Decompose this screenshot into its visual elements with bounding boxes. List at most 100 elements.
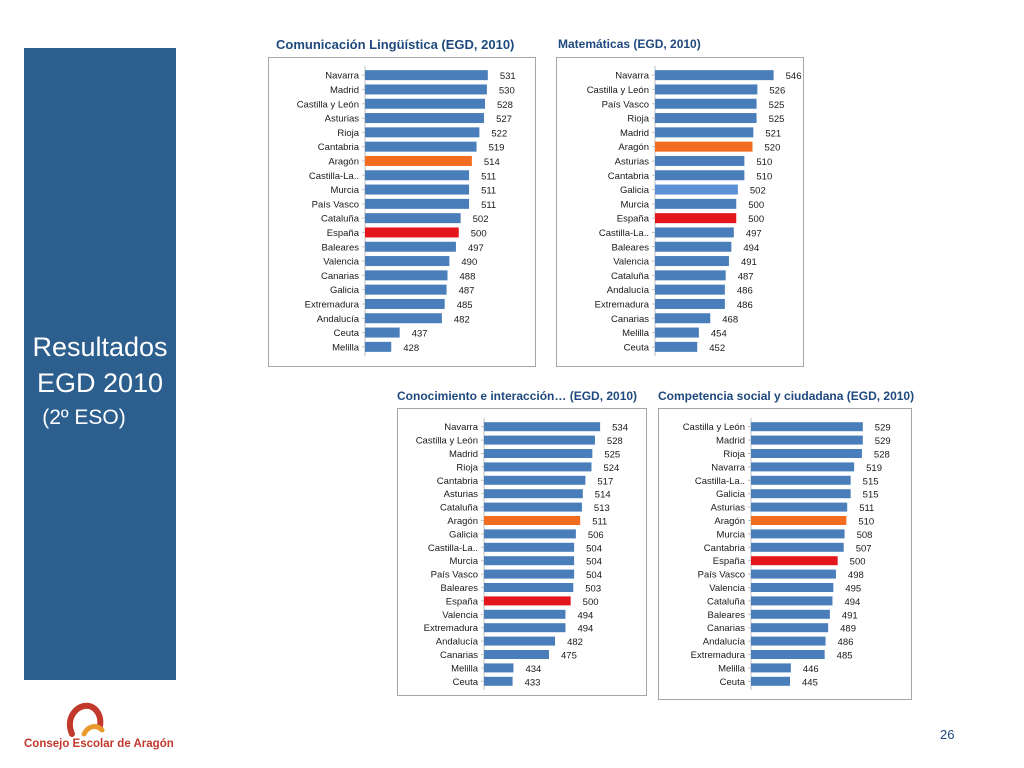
value-label: 513	[594, 503, 610, 514]
category-label: Cataluña	[611, 271, 650, 282]
chart-comunicacion-svg: Navarra 531 Madrid 530 Castilla y León 528 Ast…	[297, 66, 516, 356]
category-label: Navarra	[615, 71, 650, 82]
category-label: Andalucía	[703, 637, 746, 648]
value-label: 530	[499, 85, 515, 96]
category-label: Navarra	[444, 422, 479, 433]
category-label: País Vasco	[698, 570, 745, 581]
chart-competencia-svg: Castilla y León 529 Madrid 529 Rioja 528 Navar…	[683, 418, 891, 690]
bar	[484, 475, 586, 485]
category-label: Aragón	[714, 516, 745, 527]
bar	[365, 113, 485, 124]
bar	[365, 84, 487, 95]
bar	[484, 516, 581, 525]
category-label: País Vasco	[431, 570, 478, 581]
bar	[655, 113, 757, 124]
bar	[655, 227, 734, 238]
value-label: 511	[481, 171, 496, 182]
value-label: 497	[468, 243, 484, 254]
value-label: 437	[412, 329, 428, 340]
category-label: Cataluña	[707, 596, 746, 607]
value-label: 520	[765, 143, 781, 154]
bar	[484, 422, 601, 432]
bar	[751, 422, 863, 432]
category-label: Canarias	[321, 271, 359, 282]
value-label: 528	[607, 436, 623, 447]
bar	[365, 127, 480, 138]
category-label: España	[446, 596, 479, 607]
chart-competencia: Castilla y León 529 Madrid 529 Rioja 528 Navar…	[658, 408, 912, 700]
category-label: Extremadura	[691, 650, 746, 661]
bar	[484, 596, 571, 606]
category-label: Galicia	[716, 489, 746, 500]
value-label: 521	[765, 128, 781, 139]
category-label: Madrid	[330, 85, 359, 96]
category-label: Murcia	[716, 529, 745, 540]
category-label: Castilla y León	[416, 436, 478, 447]
value-label: 524	[603, 463, 619, 474]
value-label: 510	[858, 517, 874, 528]
category-label: Aragón	[618, 142, 649, 153]
bar	[655, 341, 698, 352]
category-label: Murcia	[449, 556, 478, 567]
value-label: 504	[586, 570, 602, 581]
value-label: 482	[454, 314, 470, 325]
bar	[365, 170, 470, 181]
bar	[751, 489, 851, 499]
category-label: País Vasco	[602, 99, 649, 110]
category-label: Baleares	[708, 610, 746, 621]
value-label: 500	[748, 214, 764, 225]
value-label: 531	[500, 71, 516, 82]
bar	[484, 435, 595, 445]
value-label: 515	[863, 476, 879, 487]
category-label: Canarias	[707, 623, 745, 634]
bar	[655, 298, 725, 309]
category-label: Castilla-La..	[428, 543, 478, 554]
value-label: 525	[604, 450, 620, 461]
value-label: 468	[722, 314, 738, 325]
bar	[751, 542, 844, 552]
category-label: Cataluña	[440, 503, 479, 514]
bar	[365, 241, 456, 252]
value-label: 502	[473, 214, 489, 225]
value-label: 486	[838, 637, 854, 648]
value-label: 514	[595, 490, 611, 501]
bar	[751, 516, 847, 525]
value-label: 526	[769, 85, 785, 96]
value-label: 497	[746, 228, 762, 239]
category-label: Rioja	[627, 114, 649, 125]
category-label: Extremadura	[595, 299, 650, 310]
bar	[365, 284, 447, 295]
category-label: Andalucía	[317, 314, 360, 325]
bar	[365, 213, 461, 224]
category-label: Baleares	[441, 583, 479, 594]
category-label: Rioja	[337, 128, 359, 139]
page-number: 26	[940, 727, 955, 742]
value-label: 511	[481, 200, 496, 211]
value-label: 528	[874, 450, 890, 461]
bar	[484, 542, 575, 552]
category-label: Castilla y León	[683, 422, 745, 433]
category-label: Baleares	[322, 242, 360, 253]
chart-title-matematicas: Matemáticas (EGD, 2010)	[558, 37, 701, 51]
bar	[751, 583, 834, 592]
value-label: 482	[567, 637, 583, 648]
chart-matematicas-svg: Navarra 546 Castilla y León 526 País Vasco 52…	[587, 66, 801, 356]
value-label: 491	[741, 257, 757, 268]
value-label: 529	[875, 423, 891, 434]
category-label: Cantabria	[318, 142, 360, 153]
category-label: Navarra	[325, 71, 360, 82]
category-label: Asturias	[711, 503, 746, 514]
category-label: Rioja	[456, 462, 478, 473]
category-label: Castilla y León	[297, 99, 359, 110]
bar	[655, 313, 711, 324]
bar	[484, 650, 549, 659]
bar	[484, 489, 583, 499]
value-label: 500	[471, 228, 487, 239]
category-label: Melilla	[332, 342, 360, 353]
chart-title-competencia: Competencia social y ciudadana (EGD, 201…	[658, 389, 915, 403]
bar	[365, 70, 488, 81]
category-label: Canarias	[440, 650, 478, 661]
bar	[751, 676, 790, 686]
bar	[365, 327, 400, 338]
value-label: 498	[848, 570, 864, 581]
